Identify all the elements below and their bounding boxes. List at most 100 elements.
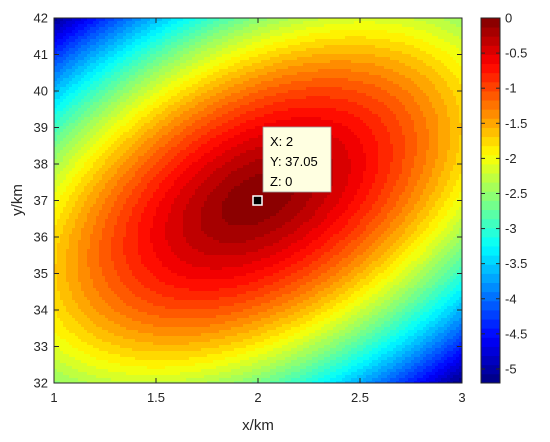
heatmap-cell bbox=[105, 30, 109, 34]
heatmap-cell bbox=[288, 84, 292, 88]
heatmap-cell bbox=[435, 111, 439, 115]
heatmap-cell bbox=[414, 93, 418, 97]
heatmap-cell bbox=[120, 93, 124, 97]
heatmap-cell bbox=[243, 27, 247, 31]
heatmap-cell bbox=[90, 21, 94, 25]
heatmap-cell bbox=[186, 117, 190, 121]
heatmap-cell bbox=[159, 108, 163, 112]
heatmap-cell bbox=[201, 126, 205, 130]
heatmap-cell bbox=[183, 18, 187, 22]
heatmap-cell bbox=[357, 105, 361, 109]
heatmap-cell bbox=[201, 75, 205, 79]
heatmap-cell bbox=[162, 69, 166, 73]
heatmap-cell bbox=[198, 60, 202, 64]
heatmap-cell bbox=[345, 75, 349, 79]
heatmap-cell bbox=[339, 120, 343, 124]
heatmap-cell bbox=[375, 84, 379, 88]
heatmap-cell bbox=[411, 54, 415, 58]
heatmap-cell bbox=[171, 114, 175, 118]
heatmap-cell bbox=[159, 84, 163, 88]
heatmap-cell bbox=[111, 93, 115, 97]
heatmap-cell bbox=[450, 102, 454, 106]
heatmap-cell bbox=[399, 123, 403, 127]
heatmap-cell bbox=[243, 90, 247, 94]
heatmap-cell bbox=[276, 108, 280, 112]
heatmap-cell bbox=[279, 51, 283, 55]
heatmap-cell bbox=[441, 114, 445, 118]
heatmap-cell bbox=[450, 66, 454, 70]
heatmap-cell bbox=[186, 51, 190, 55]
heatmap-cell bbox=[189, 33, 193, 37]
heatmap-cell bbox=[162, 123, 166, 127]
heatmap-cell bbox=[264, 21, 268, 25]
heatmap-cell bbox=[276, 111, 280, 115]
heatmap-cell bbox=[291, 123, 295, 127]
heatmap-cell bbox=[231, 33, 235, 37]
heatmap-cell bbox=[234, 39, 238, 43]
heatmap-cell bbox=[267, 93, 271, 97]
heatmap-cell bbox=[159, 93, 163, 97]
heatmap-cell bbox=[177, 36, 181, 40]
heatmap-cell bbox=[135, 117, 139, 121]
heatmap-cell bbox=[87, 60, 91, 64]
heatmap-cell bbox=[291, 120, 295, 124]
heatmap-cell bbox=[351, 27, 355, 31]
heatmap-cell bbox=[207, 117, 211, 121]
heatmap-cell bbox=[81, 51, 85, 55]
heatmap-cell bbox=[276, 63, 280, 67]
heatmap-cell bbox=[456, 84, 460, 88]
heatmap-cell bbox=[252, 126, 256, 130]
heatmap-cell bbox=[384, 36, 388, 40]
heatmap-cell bbox=[294, 60, 298, 64]
heatmap-cell bbox=[327, 42, 331, 46]
heatmap-cell bbox=[309, 72, 313, 76]
heatmap-cell bbox=[84, 96, 88, 100]
heatmap-cell bbox=[396, 30, 400, 34]
heatmap-cell bbox=[111, 33, 115, 37]
heatmap-cell bbox=[180, 93, 184, 97]
heatmap-cell bbox=[444, 117, 448, 121]
heatmap-cell bbox=[321, 108, 325, 112]
heatmap-cell bbox=[291, 84, 295, 88]
heatmap-cell bbox=[84, 111, 88, 115]
heatmap-cell bbox=[234, 114, 238, 118]
heatmap-cell bbox=[78, 33, 82, 37]
heatmap-cell bbox=[189, 114, 193, 118]
heatmap-cell bbox=[393, 84, 397, 88]
heatmap-cell bbox=[123, 72, 127, 76]
heatmap-cell bbox=[417, 54, 421, 58]
heatmap-cell bbox=[216, 81, 220, 85]
heatmap-cell bbox=[300, 39, 304, 43]
heatmap-cell bbox=[402, 87, 406, 91]
heatmap-cell bbox=[336, 114, 340, 118]
heatmap-cell bbox=[129, 87, 133, 91]
heatmap-cell bbox=[150, 126, 154, 130]
heatmap-cell bbox=[423, 105, 427, 109]
heatmap-cell bbox=[273, 27, 277, 31]
heatmap-cell bbox=[384, 111, 388, 115]
heatmap-cell bbox=[294, 21, 298, 25]
heatmap-cell bbox=[93, 75, 97, 79]
heatmap-cell bbox=[342, 87, 346, 91]
heatmap-cell bbox=[438, 81, 442, 85]
heatmap-cell bbox=[105, 69, 109, 73]
heatmap-cell bbox=[165, 81, 169, 85]
heatmap-cell bbox=[228, 24, 232, 28]
heatmap-cell bbox=[159, 30, 163, 34]
heatmap-cell bbox=[180, 87, 184, 91]
heatmap-cell bbox=[189, 48, 193, 52]
heatmap-cell bbox=[429, 99, 433, 103]
heatmap-cell bbox=[411, 87, 415, 91]
heatmap-cell bbox=[114, 99, 118, 103]
heatmap-cell bbox=[312, 39, 316, 43]
heatmap-cell bbox=[333, 108, 337, 112]
heatmap-cell bbox=[435, 63, 439, 67]
heatmap-cell bbox=[327, 60, 331, 64]
heatmap-cell bbox=[450, 78, 454, 82]
heatmap-cell bbox=[399, 114, 403, 118]
heatmap-cell bbox=[357, 33, 361, 37]
heatmap-cell bbox=[363, 99, 367, 103]
heatmap-cell bbox=[93, 42, 97, 46]
heatmap-cell bbox=[228, 57, 232, 61]
heatmap-cell bbox=[126, 102, 130, 106]
